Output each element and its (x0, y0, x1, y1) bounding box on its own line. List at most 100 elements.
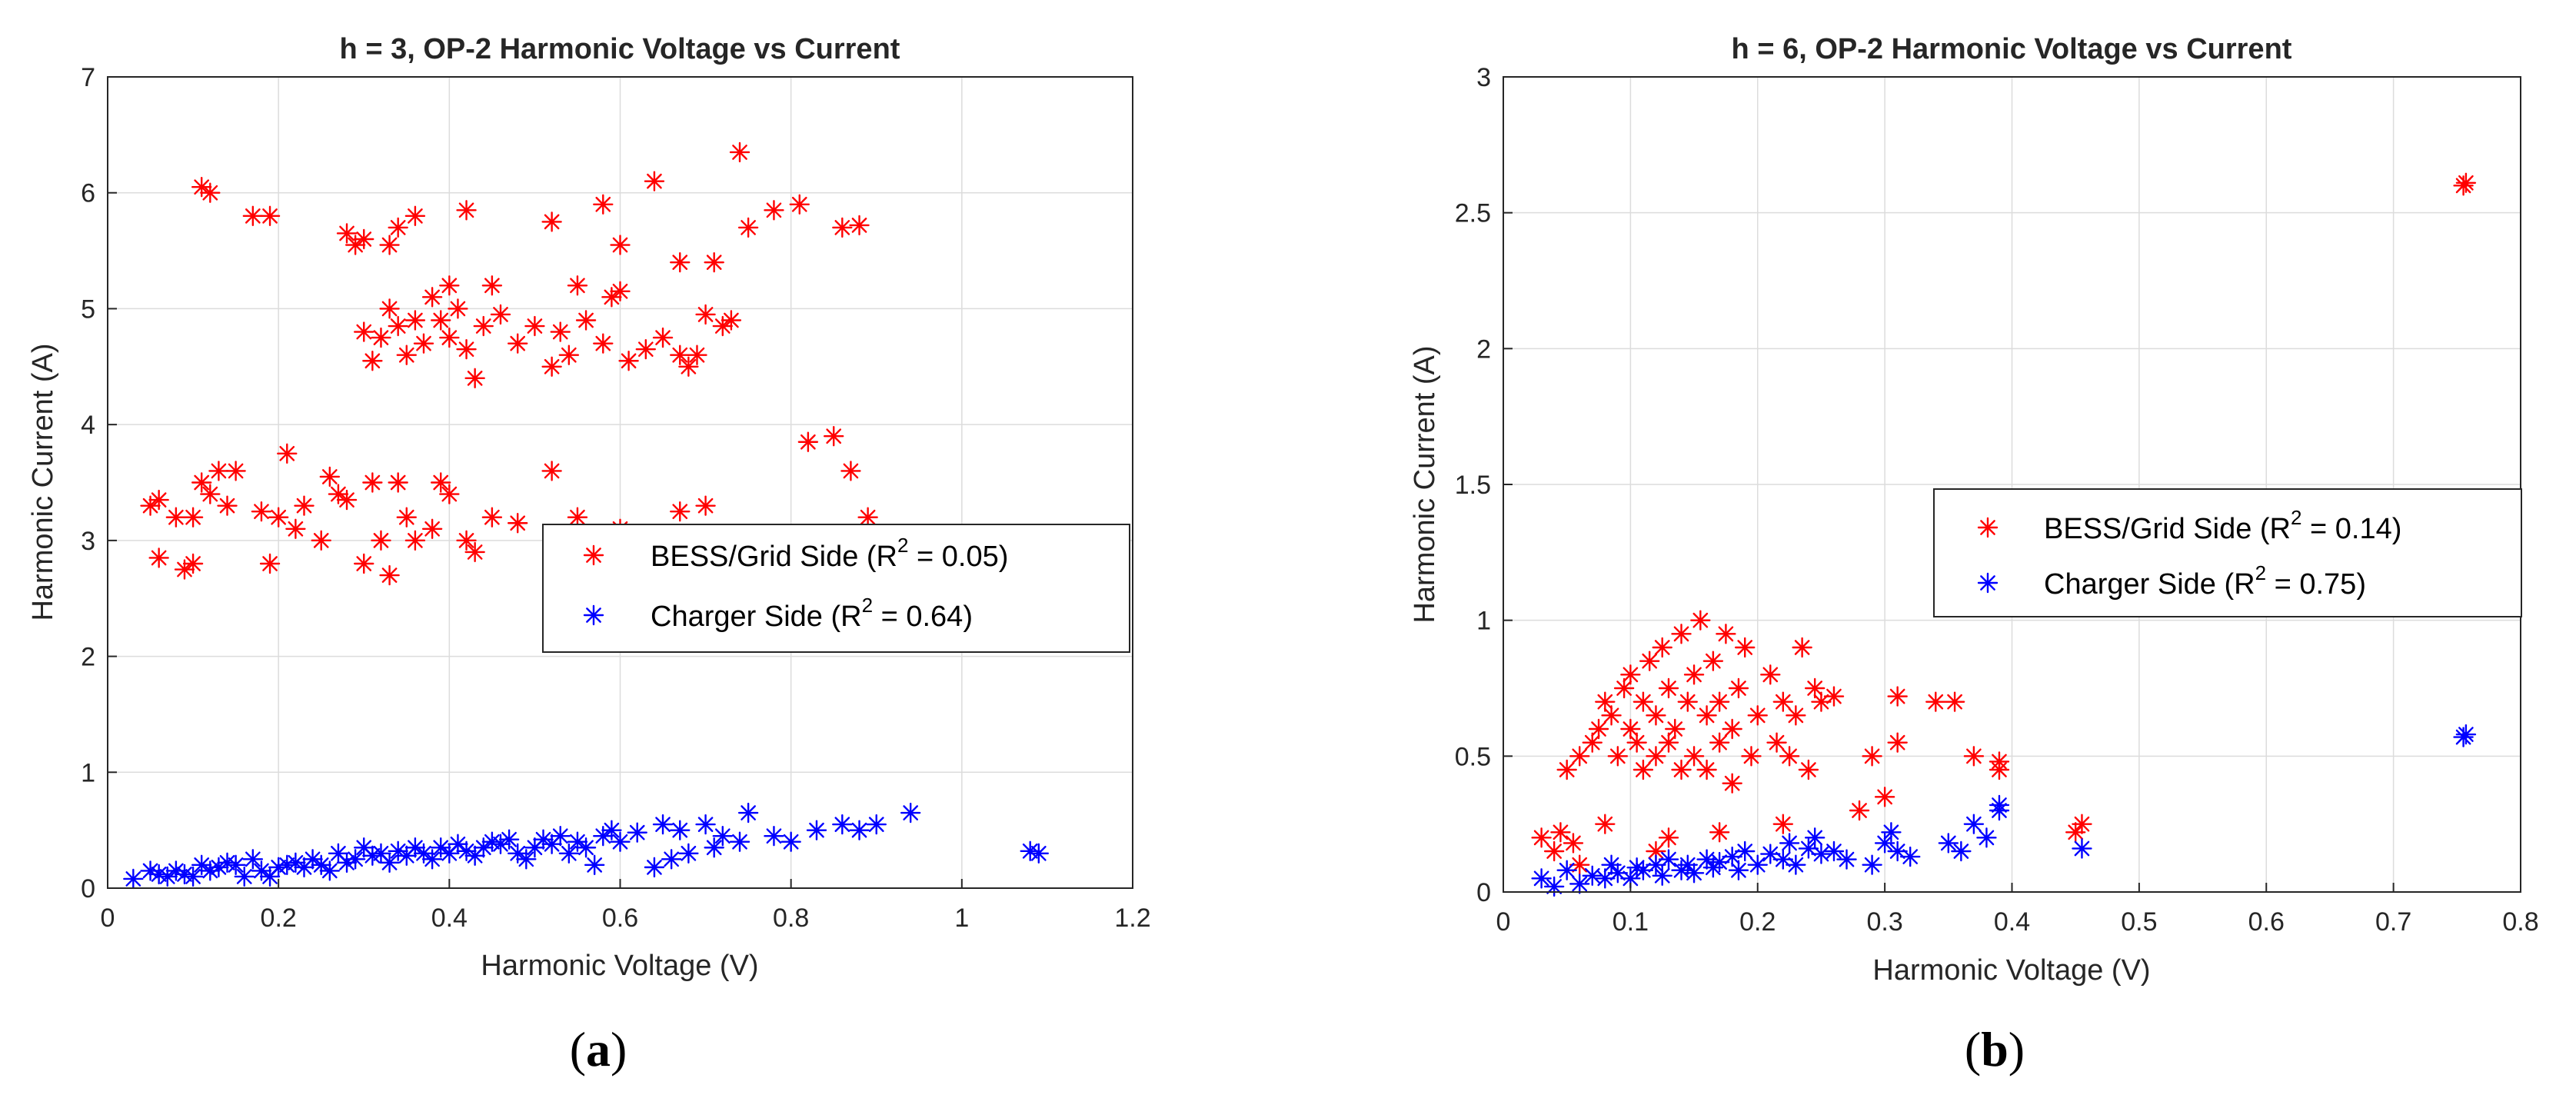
x-tick-label: 0 (1496, 907, 1511, 937)
bess-data-point (182, 553, 204, 574)
bess-data-point (1563, 833, 1584, 854)
charger-data-point (225, 854, 246, 876)
legend-label-charger-a: Charger Side (R2 = 0.64) (651, 594, 973, 633)
bess-data-point (336, 489, 358, 511)
bess-data-point (404, 310, 426, 331)
bess-data-point (259, 553, 281, 574)
bess-data-point (1766, 732, 1787, 753)
bess-data-point (1626, 732, 1647, 753)
bess-data-point (849, 215, 870, 236)
bess-data-point (200, 484, 221, 504)
bess-data-point (1569, 746, 1590, 767)
bess-data-point (1887, 686, 1908, 707)
bess-data-point (508, 513, 528, 534)
charger-data-point (1543, 876, 1565, 897)
bess-data-point (1735, 637, 1756, 658)
bess-data-point (354, 228, 374, 250)
bess-data-point (174, 559, 195, 580)
bess-data-point (165, 507, 187, 528)
bess-data-point (490, 304, 511, 325)
x-tick-label: 1 (954, 904, 969, 933)
bess-data-point (567, 275, 588, 296)
bess-data-point (1798, 759, 1819, 780)
charger-data-point (550, 825, 571, 847)
bess-data-point (439, 484, 460, 504)
charger-data-point (1989, 794, 2010, 816)
charger-data-point (1881, 822, 1902, 843)
bess-data-point (259, 205, 281, 227)
bess-data-point (225, 461, 246, 481)
charger-data-point (661, 849, 682, 870)
charger-data-point (1607, 863, 1629, 884)
bess-data-point (439, 275, 460, 296)
charger-data-point (1874, 833, 1895, 854)
bess-data-point (508, 333, 528, 354)
bess-data-point (448, 298, 468, 319)
bess-data-point (1741, 746, 1762, 767)
charger-data-point (1951, 840, 1972, 862)
bess-data-point (1709, 732, 1730, 753)
bess-data-point (1722, 773, 1742, 794)
bess-data-point (1671, 624, 1692, 644)
bess-data-point (1652, 637, 1672, 658)
y-axis-label-a: Harmonic Current (A) (27, 343, 59, 621)
data-points-a (123, 141, 1050, 890)
charger-data-point (1582, 865, 1603, 887)
chart-title-b: h = 6, OP-2 Harmonic Voltage vs Current (1732, 33, 2292, 65)
bess-data-point (413, 333, 434, 354)
bess-data-point (695, 495, 716, 516)
x-tick-label: 0.4 (1994, 907, 2030, 937)
caption-a: (a) (570, 1022, 627, 1077)
charger-data-point (533, 829, 554, 850)
charger-data-point (712, 825, 733, 847)
bess-data-point (1849, 800, 1870, 821)
charger-data-point (900, 802, 921, 824)
charger-data-point (1652, 865, 1672, 887)
charger-data-point (670, 820, 691, 840)
charger-data-point (1899, 846, 1921, 867)
bess-data-point (481, 507, 503, 528)
charger-data-point (268, 857, 289, 878)
chart-panel-b: 0 0.1 0.2 0.3 0.4 0.5 0.6 0.7 0.8 0 0.5 1 1.5 2 2.5 3 h… (1409, 33, 2539, 1077)
charger-data-point (498, 829, 520, 850)
legend-marker-charger-a (583, 604, 604, 626)
charger-data-point (439, 843, 460, 864)
bess-data-point (208, 461, 229, 481)
charger-data-point (1823, 840, 1845, 862)
bess-data-point (1989, 759, 2010, 780)
bess-data-point (294, 495, 315, 516)
bess-data-point (354, 553, 374, 574)
legend-star-icon (583, 544, 604, 566)
charger-data-point (558, 843, 580, 864)
bess-data-point (431, 472, 451, 493)
bess-data-point (541, 211, 562, 232)
bess-data-point (285, 518, 306, 539)
bess-data-point (268, 507, 289, 528)
bess-data-point (1601, 705, 1622, 726)
bess-data-point (1639, 651, 1660, 671)
y-tick-label: 2 (1476, 334, 1491, 364)
axis-ticks-a: 0 0.2 0.4 0.6 0.8 1 1.2 0 1 2 3 4 5 6 7 (81, 63, 1151, 933)
charger-data-point (1595, 868, 1616, 889)
x-tick-label: 0.8 (773, 904, 809, 933)
bess-data-point (182, 507, 204, 528)
bess-data-point (1632, 759, 1654, 780)
x-tick-label: 0.8 (2502, 907, 2538, 937)
y-tick-label: 6 (81, 179, 95, 208)
charger-data-point (191, 854, 212, 876)
x-tick-label: 0.4 (431, 904, 468, 933)
charger-data-point (695, 814, 716, 835)
charger-data-point (652, 814, 674, 835)
bess-data-point (652, 327, 674, 348)
bess-data-point (1792, 637, 1812, 658)
bess-data-point (191, 472, 212, 493)
bess-data-point (421, 287, 443, 308)
bess-data-point (610, 235, 631, 255)
bess-data-point (2072, 814, 2092, 834)
legend-star-icon (1977, 572, 1999, 594)
charger-data-point (242, 849, 264, 870)
bess-data-point (1658, 677, 1679, 699)
charger-data-point (421, 849, 443, 870)
charger-data-point (481, 831, 503, 852)
